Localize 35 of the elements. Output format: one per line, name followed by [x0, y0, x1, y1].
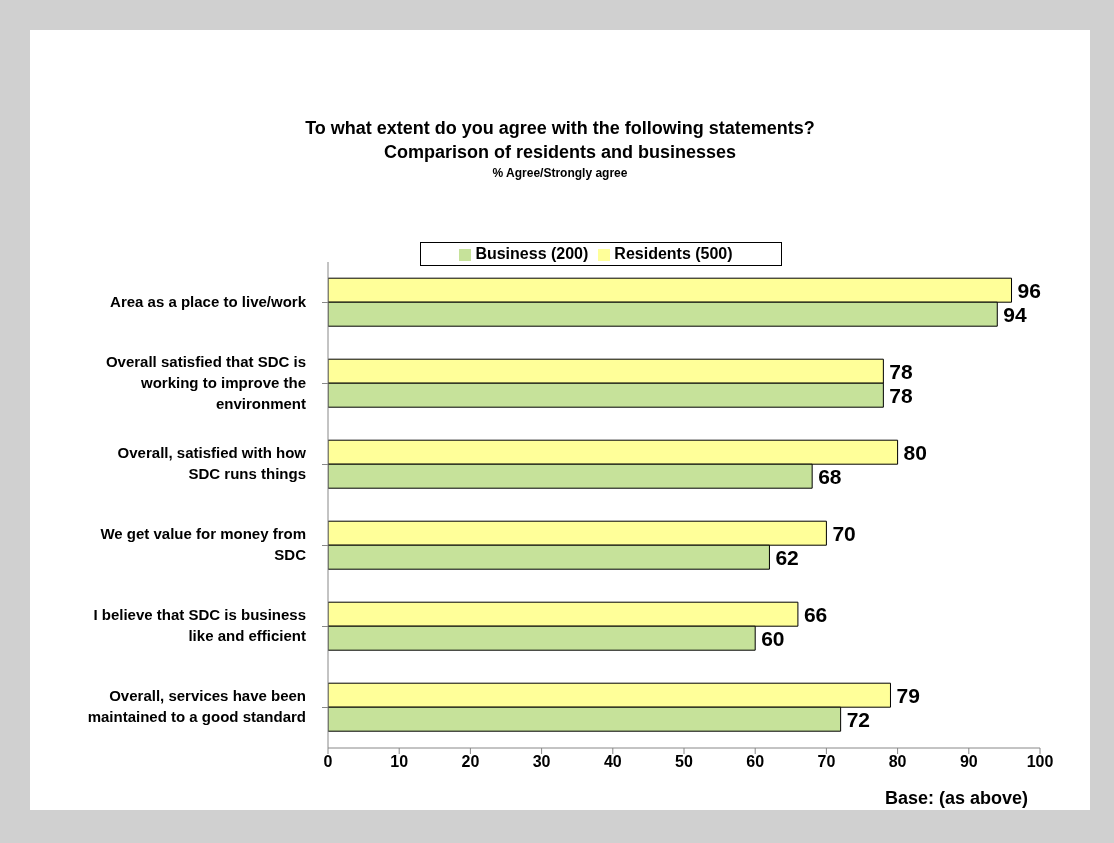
y-tick-label: I believe that SDC is business like and efficient	[93, 605, 306, 644]
data-label: 96	[1017, 278, 1041, 302]
chart-title: To what extent do you agree with the following statements?	[304, 117, 816, 140]
legend-label: Residents (500)	[614, 245, 733, 262]
data-label: 78	[889, 359, 914, 383]
x-tick-label: 50	[675, 753, 693, 771]
y-tick-label: Area as a place to live/work	[110, 292, 307, 310]
data-label: 62	[775, 545, 799, 569]
y-tick-label: Overall, services have been maintained to a good standard	[87, 686, 306, 725]
x-tick-label: 10	[390, 753, 409, 771]
data-label: 68	[818, 464, 842, 488]
legend-label: Business (200)	[475, 245, 589, 262]
y-tick-label: Overall satisfied that SDC is working to improve the environment	[105, 352, 306, 412]
x-tick-label: 20	[461, 753, 480, 771]
x-tick-label: 100	[1026, 753, 1054, 771]
x-tick-label: 30	[532, 753, 551, 771]
x-tick-label: 60	[746, 753, 765, 771]
x-tick-label: 70	[817, 753, 836, 771]
data-label: 70	[832, 521, 856, 545]
data-label: 66	[803, 602, 828, 626]
data-label: 79	[896, 683, 920, 707]
text: % Agree/Strongly agree	[491, 165, 629, 182]
chart-subtitle: Comparison of residents and businesses	[382, 141, 738, 164]
y-tick-label: Overall, satisfied with how SDC runs things	[117, 443, 307, 482]
text: Base: (as above)	[884, 788, 1028, 809]
data-label: 94	[1003, 302, 1027, 326]
y-tick-label: We get value for money from SDC	[100, 524, 307, 563]
x-tick-label: 40	[603, 753, 622, 771]
data-label: 78	[889, 383, 914, 407]
x-tick-label: 0	[323, 753, 333, 771]
data-label: 60	[761, 626, 785, 650]
x-tick-label: 80	[888, 753, 907, 771]
data-label: 72	[846, 707, 870, 731]
x-tick-label: 90	[959, 753, 978, 771]
data-label: 80	[903, 440, 927, 464]
